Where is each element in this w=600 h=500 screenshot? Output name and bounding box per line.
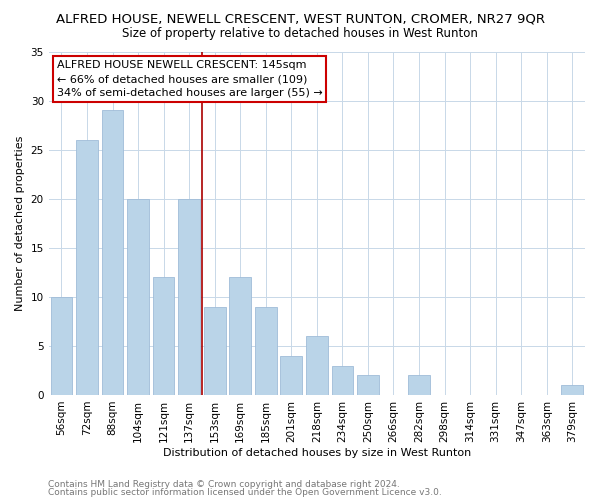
Bar bbox=[178, 198, 200, 395]
Text: Contains HM Land Registry data © Crown copyright and database right 2024.: Contains HM Land Registry data © Crown c… bbox=[48, 480, 400, 489]
Bar bbox=[229, 277, 251, 395]
Text: ALFRED HOUSE, NEWELL CRESCENT, WEST RUNTON, CROMER, NR27 9QR: ALFRED HOUSE, NEWELL CRESCENT, WEST RUNT… bbox=[56, 12, 545, 26]
Text: Size of property relative to detached houses in West Runton: Size of property relative to detached ho… bbox=[122, 28, 478, 40]
Y-axis label: Number of detached properties: Number of detached properties bbox=[15, 136, 25, 311]
Bar bbox=[101, 110, 124, 395]
Bar bbox=[76, 140, 98, 395]
Bar bbox=[332, 366, 353, 395]
Bar bbox=[562, 385, 583, 395]
Text: ALFRED HOUSE NEWELL CRESCENT: 145sqm
← 66% of detached houses are smaller (109)
: ALFRED HOUSE NEWELL CRESCENT: 145sqm ← 6… bbox=[57, 60, 322, 98]
X-axis label: Distribution of detached houses by size in West Runton: Distribution of detached houses by size … bbox=[163, 448, 471, 458]
Bar bbox=[204, 306, 226, 395]
Bar bbox=[357, 376, 379, 395]
Bar bbox=[280, 356, 302, 395]
Bar bbox=[127, 198, 149, 395]
Bar bbox=[306, 336, 328, 395]
Bar bbox=[50, 297, 72, 395]
Bar bbox=[153, 277, 175, 395]
Bar bbox=[255, 306, 277, 395]
Text: Contains public sector information licensed under the Open Government Licence v3: Contains public sector information licen… bbox=[48, 488, 442, 497]
Bar bbox=[408, 376, 430, 395]
